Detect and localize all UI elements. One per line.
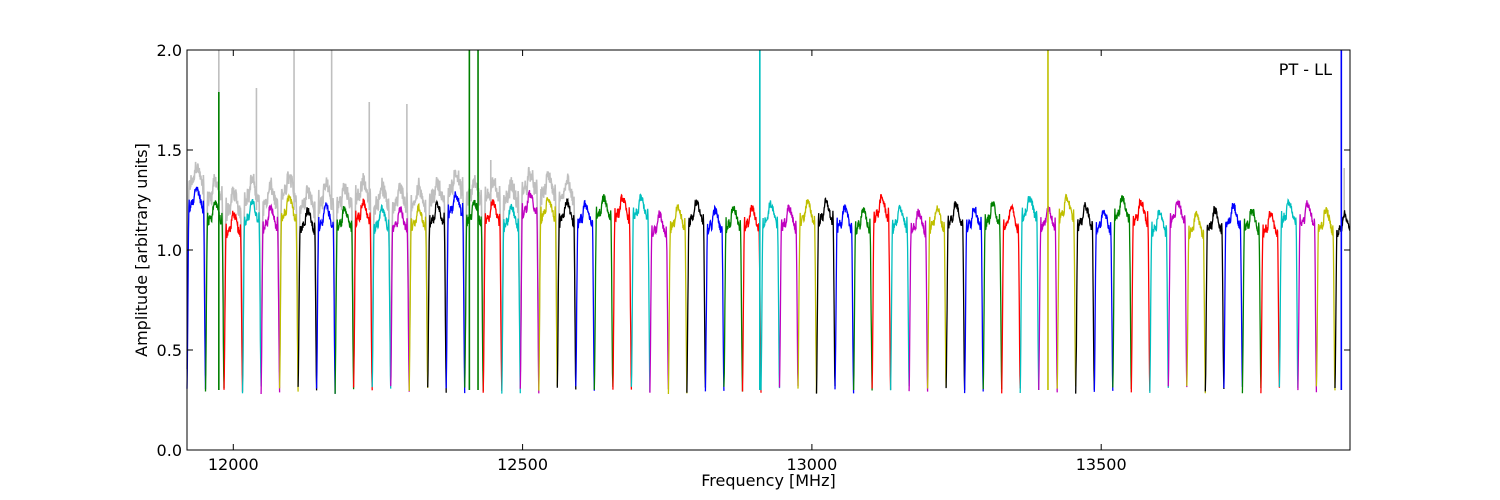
channel-series-55 [1204,205,1225,392]
channel-series-43 [982,201,1003,390]
y-tick-label-0: 0.0 [157,441,182,460]
channel-series-37 [871,194,892,390]
channel-series-24 [630,193,651,393]
ticks-layer: 12000 12500 13000 13500 0.0 0.5 1.0 1.5 2.0 [157,41,1350,474]
channel-series-42 [963,206,984,394]
channel-series-26 [667,204,688,395]
channel-series-15 [464,199,484,392]
channel-series-8 [334,205,355,394]
series-layer [186,50,1351,395]
channel-series-7 [315,202,336,394]
y-tick-label-2: 1.0 [157,241,182,260]
channel-series-59 [1278,198,1299,388]
channel-series-10 [371,203,392,389]
channel-series-9 [352,198,373,391]
channel-series-50 [1112,194,1132,390]
channel-series-34 [815,197,836,394]
channel-series-47 [1056,193,1077,389]
channel-series-41 [945,201,966,390]
channel-series-1 [204,200,225,392]
channel-series-25 [649,210,670,393]
channel-series-6 [297,207,318,391]
channel-series-11 [390,206,410,392]
channel-series-45 [1019,195,1040,394]
channel-series-51 [1130,197,1151,393]
y-tick-label-3: 1.5 [157,141,182,160]
channel-series-4 [260,203,281,395]
channel-series-2 [223,210,244,392]
channel-series-23 [612,193,633,390]
channel-series-39 [908,208,929,392]
channel-series-18 [519,189,540,394]
channel-series-49 [1093,209,1114,392]
channel-series-5 [278,193,299,392]
channel-series-22 [593,193,614,390]
channel-series-54 [1186,210,1206,394]
channel-series-17 [501,203,521,394]
channel-series-40 [926,205,947,389]
channel-series-3 [241,198,262,394]
channel-series-20 [556,197,577,390]
channel-series-31 [760,200,781,391]
background-trace [186,161,577,376]
channel-series-38 [889,204,910,391]
x-tick-label-1: 12500 [497,455,548,474]
channel-series-57 [1241,208,1262,394]
channel-series-60 [1297,200,1318,393]
channel-series-19 [538,197,558,391]
x-tick-label-3: 13500 [1076,455,1127,474]
channel-series-32 [778,204,799,388]
channel-series-61 [1315,206,1336,391]
x-axis-label: Frequency [MHz] [701,471,835,490]
channel-series-35 [834,204,855,394]
channel-series-12 [408,202,429,392]
channel-series-44 [1001,203,1021,394]
channel-series-14 [445,191,466,394]
channel-series-56 [1223,203,1244,389]
channel-series-16 [482,199,503,393]
channel-series-0 [186,186,207,390]
channel-series-53 [1167,199,1188,388]
y-tick-label-1: 0.5 [157,341,182,360]
channel-series-21 [575,199,595,391]
channel-series-62 [1334,210,1351,389]
y-axis-label: Amplitude [arbitrary units] [132,143,151,357]
channel-series-52 [1149,209,1169,393]
channel-series-33 [797,199,818,394]
channel-series-36 [852,207,873,391]
channel-series-28 [704,204,725,392]
annotation-label: PT - LL [1279,60,1332,79]
channel-series-48 [1075,202,1095,394]
x-tick-label-0: 12000 [208,455,259,474]
plot-frame [186,49,1351,451]
channel-series-27 [686,199,707,393]
x-tick-label-2: 13000 [786,455,837,474]
y-tick-label-4: 2.0 [157,41,182,60]
channel-series-58 [1260,210,1281,394]
channel-series-13 [427,199,447,393]
channel-series-30 [741,204,762,393]
channel-series-29 [723,205,744,392]
